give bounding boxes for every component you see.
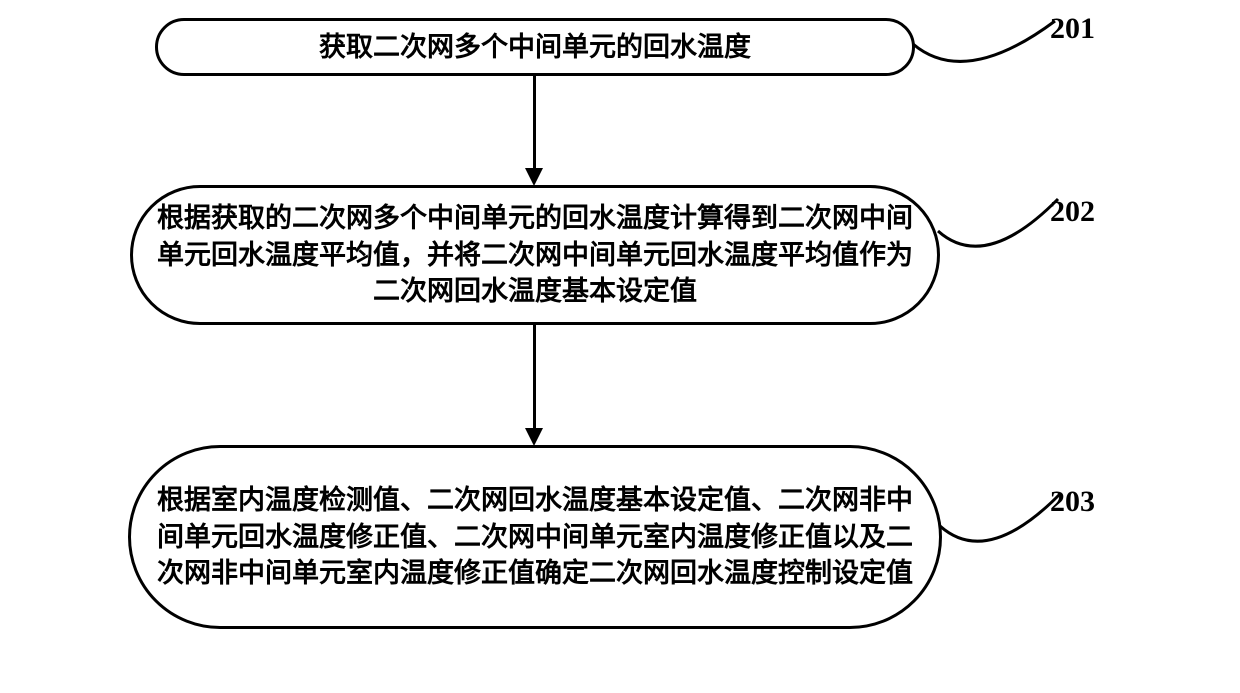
arrow-2-head	[525, 428, 543, 446]
callout-label-2: 202	[1050, 195, 1095, 229]
callout-label-2-text: 202	[1050, 195, 1095, 228]
flow-node-3-text: 根据室内温度检测值、二次网回水温度基本设定值、二次网非中间单元回水温度修正值、二…	[151, 482, 919, 591]
callout-curve-2	[930, 195, 1060, 285]
flow-node-1: 获取二次网多个中间单元的回水温度	[155, 18, 915, 76]
callout-label-3-text: 203	[1050, 485, 1095, 518]
callout-curve-3	[932, 490, 1062, 580]
flow-node-2-text: 根据获取的二次网多个中间单元的回水温度计算得到二次网中间单元回水温度平均值，并将…	[153, 200, 917, 309]
arrow-1-line	[533, 76, 536, 168]
callout-curve-1	[905, 18, 1055, 98]
flow-node-1-text: 获取二次网多个中间单元的回水温度	[319, 29, 751, 65]
flow-node-2: 根据获取的二次网多个中间单元的回水温度计算得到二次网中间单元回水温度平均值，并将…	[130, 185, 940, 325]
arrow-2-line	[533, 325, 536, 428]
arrow-1-head	[525, 168, 543, 186]
callout-label-1-text: 201	[1050, 12, 1095, 45]
callout-label-3: 203	[1050, 485, 1095, 519]
callout-label-1: 201	[1050, 12, 1095, 46]
flow-node-3: 根据室内温度检测值、二次网回水温度基本设定值、二次网非中间单元回水温度修正值、二…	[128, 445, 942, 629]
flowchart-canvas: 获取二次网多个中间单元的回水温度 201 根据获取的二次网多个中间单元的回水温度…	[0, 0, 1240, 693]
